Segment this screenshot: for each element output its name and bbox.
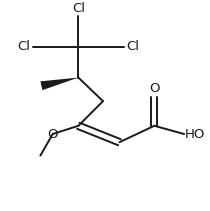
Text: O: O <box>149 82 160 95</box>
Text: HO: HO <box>185 127 206 141</box>
Text: Cl: Cl <box>17 40 30 53</box>
Text: O: O <box>47 127 58 141</box>
Text: Cl: Cl <box>72 2 85 15</box>
Polygon shape <box>41 78 78 90</box>
Text: Cl: Cl <box>127 40 140 53</box>
